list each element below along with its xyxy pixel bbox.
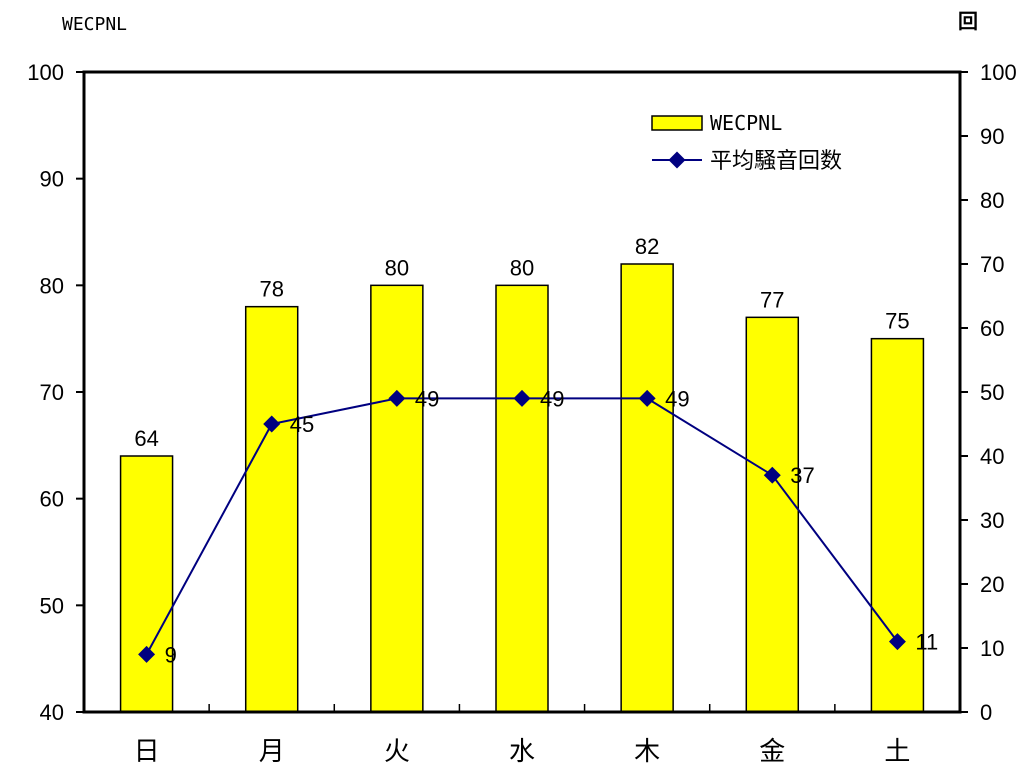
bar-data-label: 78 xyxy=(259,277,283,302)
line-point xyxy=(888,633,906,651)
bar-data-label: 80 xyxy=(385,255,409,280)
bar xyxy=(244,305,299,713)
line-point xyxy=(513,389,531,407)
x-tick-label: 月 xyxy=(259,737,285,767)
bar-data-label: 75 xyxy=(885,309,909,334)
left-tick-label: 40 xyxy=(40,700,64,725)
line-data-label: 11 xyxy=(915,630,938,655)
right-tick-label: 10 xyxy=(980,636,1004,661)
x-tick-label: 土 xyxy=(884,737,910,767)
x-tick-label: 木 xyxy=(634,737,660,767)
line-point xyxy=(388,389,406,407)
right-axis: 0 10 20 30 40 50 60 70 80 90 100 xyxy=(960,60,1017,725)
right-tick-label: 100 xyxy=(980,60,1017,85)
bar-data-label: 64 xyxy=(134,426,158,451)
bar-data-label: 82 xyxy=(635,234,659,259)
left-axis: 40 50 60 70 80 90 100 xyxy=(27,60,84,725)
left-tick-label: 50 xyxy=(40,593,64,618)
legend-bar-swatch xyxy=(651,115,703,131)
right-tick-label: 80 xyxy=(980,188,1004,213)
bar-data-label: 77 xyxy=(760,287,784,312)
right-tick-label: 90 xyxy=(980,124,1004,149)
left-tick-label: 100 xyxy=(27,60,64,85)
line-data-label: 49 xyxy=(665,386,689,411)
bar-value-labels: 64 78 80 80 82 77 75 xyxy=(134,234,909,451)
right-tick-label: 0 xyxy=(980,700,992,725)
legend: WECPNL 平均騒音回数 xyxy=(651,111,842,174)
bar xyxy=(620,263,674,713)
line-point xyxy=(763,466,781,484)
left-tick-label: 80 xyxy=(40,273,64,298)
right-tick-label: 30 xyxy=(980,508,1004,533)
left-tick-label: 70 xyxy=(40,380,64,405)
bar xyxy=(119,455,174,713)
bar xyxy=(745,316,800,713)
legend-line-marker xyxy=(668,151,686,169)
bar-series xyxy=(119,263,925,713)
x-tick-label: 火 xyxy=(384,737,410,767)
left-tick-label: 60 xyxy=(40,487,64,512)
bar xyxy=(495,284,549,713)
left-tick-label: 90 xyxy=(40,167,64,192)
bar xyxy=(370,284,424,713)
line-point xyxy=(263,415,281,433)
bar xyxy=(870,337,925,713)
x-tick-label: 日 xyxy=(134,737,160,767)
line-point xyxy=(138,645,156,663)
line-value-labels: 9 45 49 49 49 37 11 xyxy=(165,386,939,667)
right-tick-label: 20 xyxy=(980,572,1004,597)
legend-line-label: 平均騒音回数 xyxy=(710,149,842,174)
line-data-label: 49 xyxy=(415,386,439,411)
x-axis: 日月火水木金土 xyxy=(134,704,910,767)
line-data-label: 37 xyxy=(790,463,814,488)
right-tick-label: 60 xyxy=(980,316,1004,341)
x-tick-label: 金 xyxy=(759,737,785,767)
line-data-label: 49 xyxy=(540,386,564,411)
line-data-label: 9 xyxy=(165,642,177,667)
right-tick-label: 40 xyxy=(980,444,1004,469)
bar-data-label: 80 xyxy=(510,255,534,280)
right-tick-label: 70 xyxy=(980,252,1004,277)
line-series xyxy=(138,389,906,663)
line-point xyxy=(638,389,656,407)
legend-bar-label: WECPNL xyxy=(710,111,782,135)
y-axis-title-right: 回 xyxy=(958,9,978,33)
y-axis-title-left: WECPNL xyxy=(62,14,127,35)
x-tick-label: 水 xyxy=(509,737,535,767)
right-tick-label: 50 xyxy=(980,380,1004,405)
line-data-label: 45 xyxy=(290,412,314,437)
